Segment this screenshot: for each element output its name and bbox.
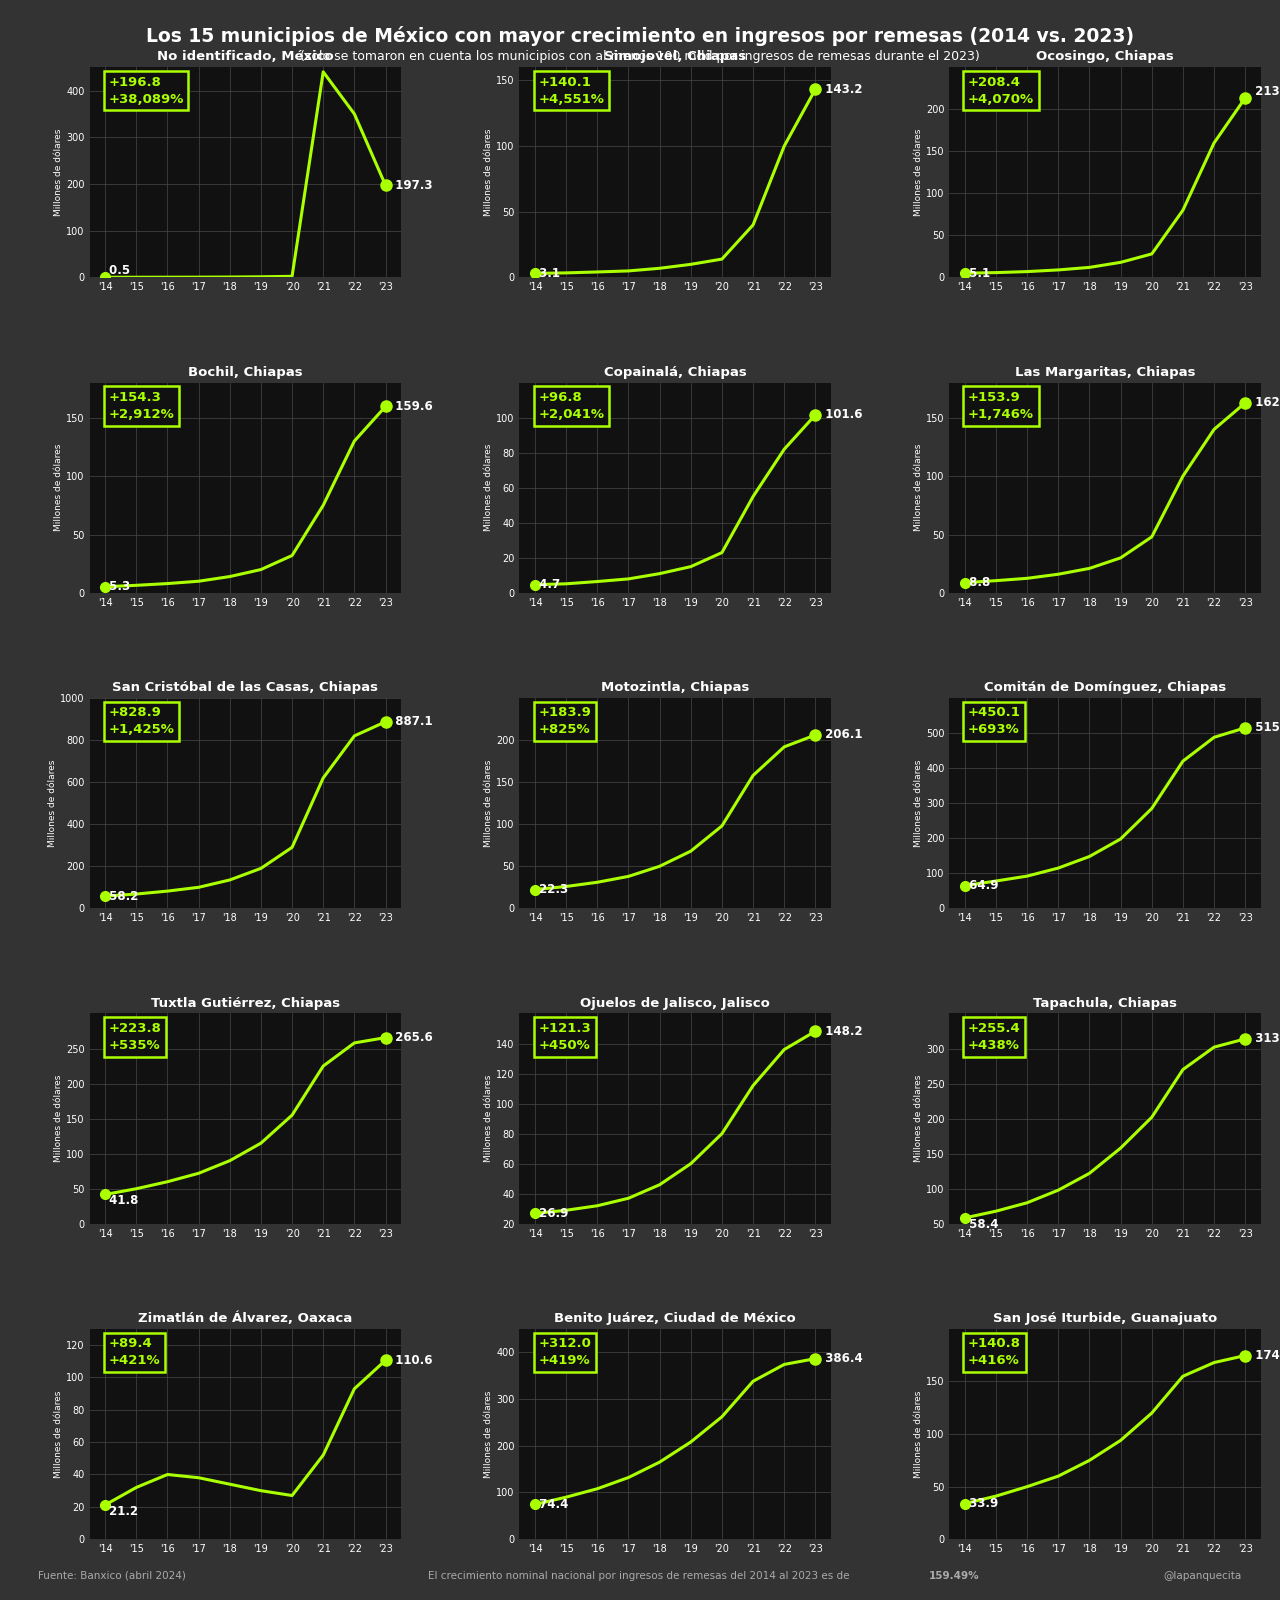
Text: 213.5: 213.5 (1247, 85, 1280, 98)
Y-axis label: Millones de dólares: Millones de dólares (914, 1075, 923, 1162)
Text: 64.9: 64.9 (965, 878, 998, 893)
Title: Comitán de Domínguez, Chiapas: Comitán de Domínguez, Chiapas (984, 682, 1226, 694)
Text: 5.1: 5.1 (965, 267, 989, 280)
Title: Zimatlán de Álvarez, Oaxaca: Zimatlán de Álvarez, Oaxaca (138, 1312, 352, 1325)
Text: +121.3
+450%: +121.3 +450% (538, 1022, 591, 1051)
Y-axis label: Millones de dólares: Millones de dólares (484, 1390, 493, 1478)
Y-axis label: Millones de dólares: Millones de dólares (914, 128, 923, 216)
Y-axis label: Millones de dólares: Millones de dólares (55, 128, 64, 216)
Text: 110.6: 110.6 (387, 1354, 433, 1366)
Text: 22.3: 22.3 (535, 883, 568, 896)
Text: (solo se tomaron en cuenta los municipios con al menos 100 mdd por ingresos de r: (solo se tomaron en cuenta los municipio… (300, 50, 980, 64)
Text: 159.6: 159.6 (387, 400, 433, 413)
Text: El crecimiento nominal nacional por ingresos de remesas del 2014 al 2023 es de: El crecimiento nominal nacional por ingr… (428, 1571, 852, 1581)
Title: Bochil, Chiapas: Bochil, Chiapas (188, 366, 302, 379)
Title: Tuxtla Gutiérrez, Chiapas: Tuxtla Gutiérrez, Chiapas (151, 997, 340, 1010)
Text: +140.1
+4,551%: +140.1 +4,551% (538, 75, 604, 106)
Text: 313.8: 313.8 (1247, 1032, 1280, 1045)
Text: 197.3: 197.3 (387, 179, 433, 192)
Text: 174.7: 174.7 (1247, 1349, 1280, 1362)
Text: 887.1: 887.1 (387, 715, 433, 728)
Text: 8.8: 8.8 (965, 576, 991, 589)
Y-axis label: Millones de dólares: Millones de dólares (484, 1075, 493, 1162)
Text: 515.1: 515.1 (1247, 722, 1280, 734)
Y-axis label: Millones de dólares: Millones de dólares (914, 445, 923, 531)
Text: +153.9
+1,746%: +153.9 +1,746% (968, 390, 1034, 421)
Y-axis label: Millones de dólares: Millones de dólares (55, 1390, 64, 1478)
Y-axis label: Millones de dólares: Millones de dólares (484, 760, 493, 846)
Text: 265.6: 265.6 (387, 1030, 433, 1045)
Title: Las Margaritas, Chiapas: Las Margaritas, Chiapas (1015, 366, 1196, 379)
Text: +828.9
+1,425%: +828.9 +1,425% (109, 707, 174, 736)
Text: 148.2: 148.2 (817, 1024, 863, 1038)
Text: +208.4
+4,070%: +208.4 +4,070% (968, 75, 1034, 106)
Text: 159.49%: 159.49% (929, 1571, 980, 1581)
Title: No identificado, México: No identificado, México (157, 50, 334, 64)
Text: +89.4
+421%: +89.4 +421% (109, 1338, 160, 1368)
Title: Ojuelos de Jalisco, Jalisco: Ojuelos de Jalisco, Jalisco (580, 997, 771, 1010)
Text: 41.8: 41.8 (105, 1195, 138, 1208)
Title: Benito Juárez, Ciudad de México: Benito Juárez, Ciudad de México (554, 1312, 796, 1325)
Text: 101.6: 101.6 (817, 408, 863, 421)
Text: 58.2: 58.2 (105, 890, 138, 902)
Text: 4.7: 4.7 (535, 578, 561, 590)
Text: Fuente: Banxico (abril 2024): Fuente: Banxico (abril 2024) (38, 1571, 187, 1581)
Y-axis label: Millones de dólares: Millones de dólares (54, 1075, 63, 1162)
Text: 206.1: 206.1 (817, 728, 863, 741)
Text: 386.4: 386.4 (817, 1352, 863, 1365)
Title: Tapachula, Chiapas: Tapachula, Chiapas (1033, 997, 1178, 1010)
Text: @lapanquecita: @lapanquecita (1164, 1571, 1242, 1581)
Text: +140.8
+416%: +140.8 +416% (968, 1338, 1021, 1368)
Text: 58.4: 58.4 (965, 1218, 998, 1230)
Text: 0.5: 0.5 (105, 264, 131, 277)
Title: Copainalá, Chiapas: Copainalá, Chiapas (604, 366, 746, 379)
Text: 5.3: 5.3 (105, 581, 131, 594)
Y-axis label: Millones de dólares: Millones de dólares (484, 128, 493, 216)
Text: 162.7: 162.7 (1247, 397, 1280, 410)
Y-axis label: Millones de dólares: Millones de dólares (914, 760, 923, 846)
Text: 21.2: 21.2 (105, 1506, 138, 1518)
Text: +154.3
+2,912%: +154.3 +2,912% (109, 390, 174, 421)
Text: 26.9: 26.9 (535, 1206, 568, 1219)
Title: Ocosingo, Chiapas: Ocosingo, Chiapas (1037, 50, 1174, 64)
Text: 33.9: 33.9 (965, 1498, 998, 1510)
Title: Simojovel, Chiapas: Simojovel, Chiapas (604, 50, 746, 64)
Text: Los 15 municipios de México con mayor crecimiento en ingresos por remesas (2014 : Los 15 municipios de México con mayor cr… (146, 26, 1134, 46)
Title: San Cristóbal de las Casas, Chiapas: San Cristóbal de las Casas, Chiapas (113, 682, 379, 694)
Text: 74.4: 74.4 (535, 1498, 568, 1510)
Text: +196.8
+38,089%: +196.8 +38,089% (109, 75, 183, 106)
Text: 143.2: 143.2 (817, 83, 863, 96)
Y-axis label: Millones de dólares: Millones de dólares (55, 445, 64, 531)
Text: +223.8
+535%: +223.8 +535% (109, 1022, 161, 1051)
Text: +312.0
+419%: +312.0 +419% (538, 1338, 591, 1368)
Text: +255.4
+438%: +255.4 +438% (968, 1022, 1020, 1051)
Text: +183.9
+825%: +183.9 +825% (538, 707, 591, 736)
Text: +450.1
+693%: +450.1 +693% (968, 707, 1021, 736)
Y-axis label: Millones de dólares: Millones de dólares (484, 445, 494, 531)
Text: 3.1: 3.1 (535, 267, 561, 280)
Title: San José Iturbide, Guanajuato: San José Iturbide, Guanajuato (993, 1312, 1217, 1325)
Y-axis label: Millones de dólares: Millones de dólares (914, 1390, 923, 1478)
Text: +96.8
+2,041%: +96.8 +2,041% (538, 390, 604, 421)
Y-axis label: Millones de dólares: Millones de dólares (49, 760, 58, 846)
Title: Motozintla, Chiapas: Motozintla, Chiapas (602, 682, 749, 694)
